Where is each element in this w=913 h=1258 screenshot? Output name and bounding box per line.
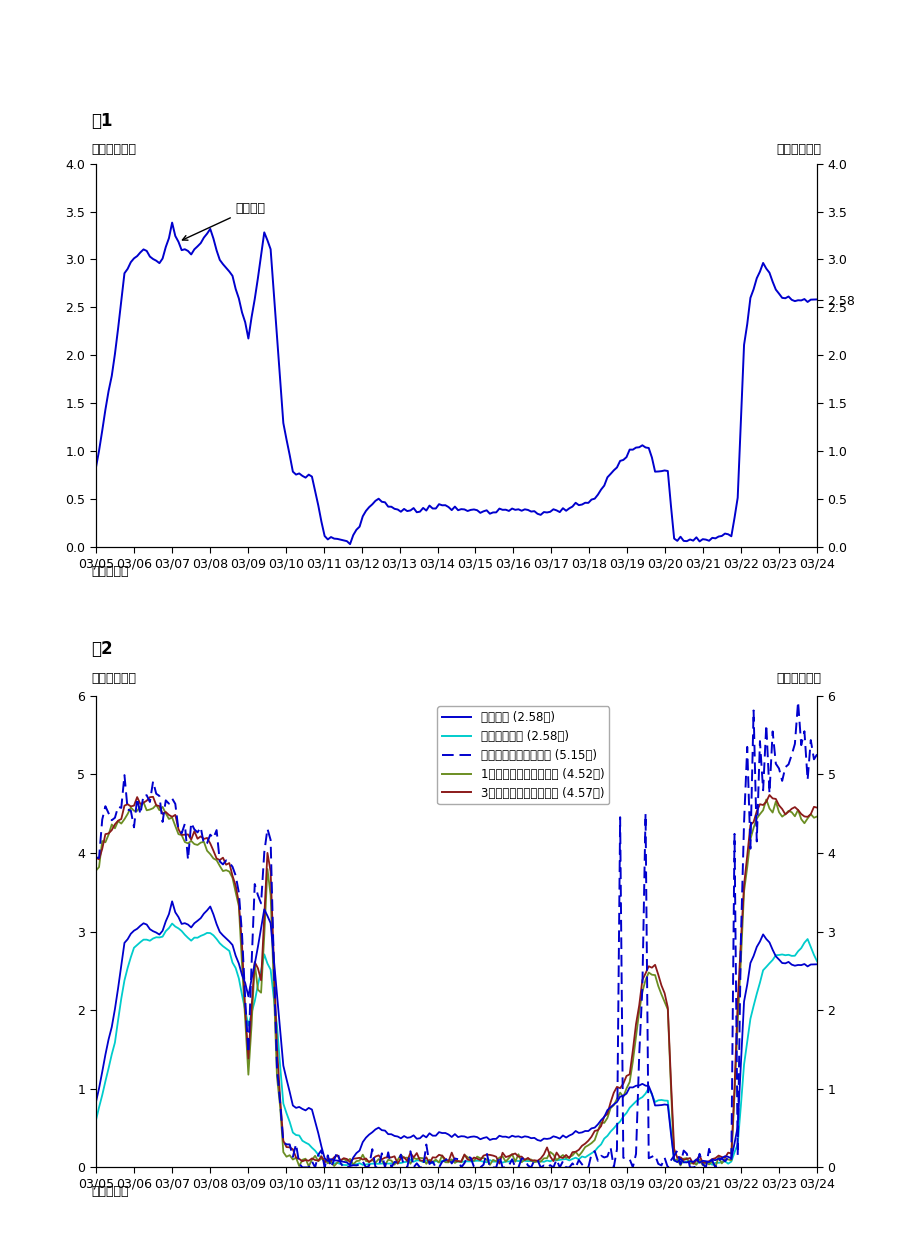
隔夜香港銀行同業拆息 (5.15厘) [812,747,823,762]
1個月香港銀行同業拆息 (4.52厘) [275,1099,286,1115]
1個月香港銀行同業拆息 (4.52厘) [90,863,101,878]
加權存款利率 (2.58厘) [564,1152,575,1167]
加權存款利率 (2.58厘) [167,916,178,931]
Text: 年利率（厘）: 年利率（厘） [777,143,822,156]
3個月香港銀行同業拆息 (4.57厘) [558,1151,569,1166]
3個月香港銀行同業拆息 (4.57厘) [764,788,775,803]
隔夜香港銀行同業拆息 (5.15厘) [710,1160,721,1175]
加權存款利率 (2.58厘) [634,1092,645,1107]
Text: 年利率（厘）: 年利率（厘） [777,672,822,684]
隔夜香港銀行同業拆息 (5.15厘) [561,1160,572,1175]
加權存款利率 (2.58厘) [812,954,823,969]
Line: 1個月香港銀行同業拆息 (4.52厘): 1個月香港銀行同業拆息 (4.52厘) [96,800,817,1167]
加權存款利率 (2.58厘) [90,1113,101,1128]
3個月香港銀行同業拆息 (4.57厘) [687,1156,698,1171]
3個月香港銀行同業拆息 (4.57厘) [812,800,823,815]
綜合利率 (2.58厘) [278,1058,289,1073]
Line: 加權存款利率 (2.58厘): 加權存款利率 (2.58厘) [96,923,817,1165]
Text: 期末數字。: 期末數字。 [91,565,129,577]
3個月香港銀行同業拆息 (4.57厘) [659,986,670,1001]
綜合利率 (2.58厘) [344,1157,355,1172]
3個月香港銀行同業拆息 (4.57厘) [271,1039,282,1054]
Line: 3個月香港銀行同業拆息 (4.57厘): 3個月香港銀行同業拆息 (4.57厘) [96,795,817,1164]
綜合利率 (2.58厘) [666,1126,677,1141]
加權存款利率 (2.58厘) [278,1096,289,1111]
隔夜香港銀行同業拆息 (5.15厘) [90,850,101,866]
隔夜香港銀行同業拆息 (5.15厘) [275,1096,286,1111]
隔夜香港銀行同業拆息 (5.15厘) [792,694,803,710]
Text: 年利率（厘）: 年利率（厘） [91,143,136,156]
加權存款利率 (2.58厘) [341,1157,352,1172]
Text: 年利率（厘）: 年利率（厘） [91,672,136,684]
1個月香港銀行同業拆息 (4.52厘) [812,809,823,824]
加權存款利率 (2.58厘) [713,1155,724,1170]
綜合利率 (2.58厘) [812,957,823,972]
加權存款利率 (2.58厘) [666,1123,677,1138]
1個月香港銀行同業拆息 (4.52厘) [659,995,670,1010]
綜合利率 (2.58厘) [713,1151,724,1166]
1個月香港銀行同業拆息 (4.52厘) [761,793,771,808]
1個月香港銀行同業拆息 (4.52厘) [707,1154,718,1169]
3個月香港銀行同業拆息 (4.57厘) [275,1091,286,1106]
綜合利率 (2.58厘) [564,1128,575,1144]
1個月香港銀行同業拆息 (4.52厘) [710,1160,721,1175]
3個月香港銀行同業拆息 (4.57厘) [710,1151,721,1166]
加權存款利率 (2.58厘) [275,1058,286,1073]
綜合利率 (2.58厘) [634,1078,645,1093]
隔夜香港銀行同業拆息 (5.15厘) [271,1060,282,1076]
Text: 圖1: 圖1 [91,112,113,130]
Text: 綜合利率: 綜合利率 [183,203,266,240]
3個月香港銀行同業拆息 (4.57厘) [90,850,101,866]
Line: 隔夜香港銀行同業拆息 (5.15厘): 隔夜香港銀行同業拆息 (5.15厘) [96,702,817,1167]
Text: 圖2: 圖2 [91,640,113,658]
綜合利率 (2.58厘) [90,1094,101,1110]
Legend: 綜合利率 (2.58厘), 加權存款利率 (2.58厘), 隔夜香港銀行同業拆息 (5.15厘), 1個月香港銀行同業拆息 (4.52厘), 3個月香港銀行同業: 綜合利率 (2.58厘), 加權存款利率 (2.58厘), 隔夜香港銀行同業拆息… [437,706,609,804]
1個月香港銀行同業拆息 (4.52厘) [627,1054,638,1069]
隔夜香港銀行同業拆息 (5.15厘) [297,1160,308,1175]
Text: 期末數字。: 期末數字。 [91,1185,129,1198]
1個月香港銀行同業拆息 (4.52厘) [558,1147,569,1162]
Line: 綜合利率 (2.58厘): 綜合利率 (2.58厘) [96,901,817,1165]
綜合利率 (2.58厘) [275,1023,286,1038]
隔夜香港銀行同業拆息 (5.15厘) [662,1160,673,1175]
1個月香港銀行同業拆息 (4.52厘) [271,1069,282,1084]
綜合利率 (2.58厘) [167,893,178,908]
隔夜香港銀行同業拆息 (5.15厘) [631,1146,642,1161]
3個月香港銀行同業拆息 (4.57厘) [627,1043,638,1058]
